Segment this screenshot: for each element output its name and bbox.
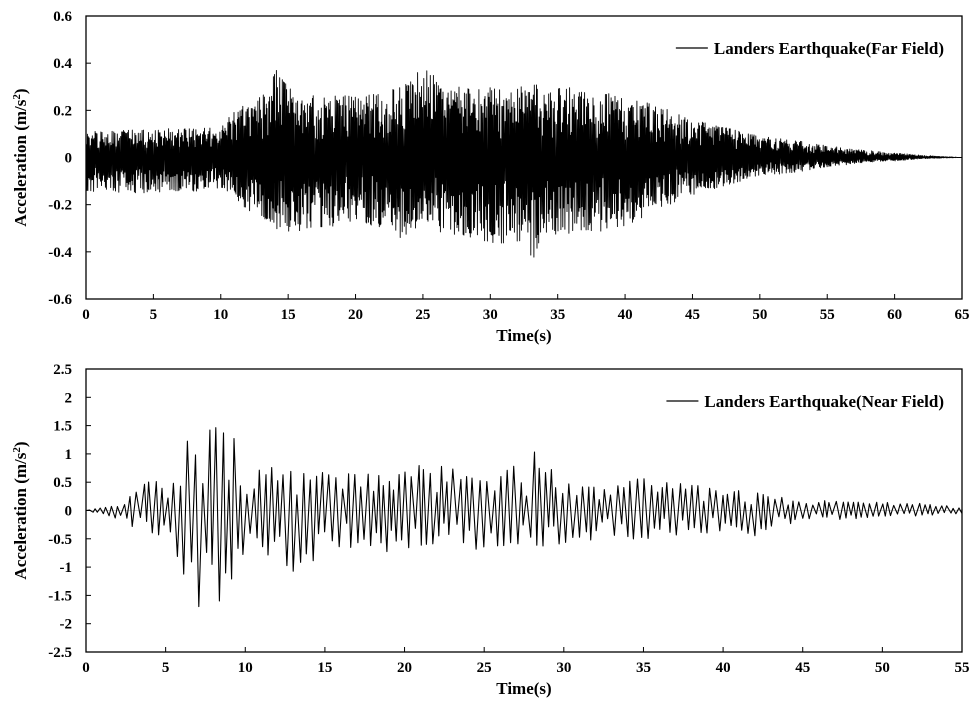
x-tick-label: 55 <box>955 660 970 676</box>
near-field-trace <box>85 427 963 608</box>
y-axis-title-close: ) <box>11 441 30 447</box>
y-tick-label: 2.5 <box>53 362 72 378</box>
y-axis-title-close: ) <box>11 88 30 94</box>
y-tick-label: 1.5 <box>53 419 72 435</box>
near-field-x-ticks: 0 5 10 15 20 25 30 35 40 45 50 55 <box>82 647 970 676</box>
far-field-legend-label: Landers Earthquake(Far Field) <box>714 39 944 58</box>
y-tick-label: 2 <box>65 390 73 406</box>
near-field-y-axis-title: Acceleration (m/s2) <box>11 441 30 579</box>
y-tick-label: -2.5 <box>48 645 72 661</box>
y-axis-title-main: Acceleration (m/s <box>11 99 30 226</box>
x-tick-label: 65 <box>955 307 970 323</box>
x-tick-label: 60 <box>887 307 902 323</box>
x-tick-label: 0 <box>82 660 90 676</box>
near-field-legend-label: Landers Earthquake(Near Field) <box>704 392 944 411</box>
x-tick-label: 30 <box>556 660 571 676</box>
y-tick-label: 0.5 <box>53 475 72 491</box>
x-tick-label: 15 <box>281 307 296 323</box>
x-tick-label: 45 <box>685 307 700 323</box>
y-tick-label: -1.5 <box>48 588 72 604</box>
x-tick-label: 15 <box>317 660 332 676</box>
far-field-y-ticks: -0.6 -0.4 -0.2 0 0.2 0.4 0.6 <box>48 9 91 308</box>
x-tick-label: 20 <box>397 660 412 676</box>
far-field-x-ticks: 0 5 10 15 20 25 30 35 40 45 50 55 60 65 <box>82 294 970 323</box>
y-tick-label: 1 <box>65 447 73 463</box>
x-tick-label: 35 <box>636 660 651 676</box>
x-tick-label: 5 <box>162 660 170 676</box>
x-tick-label: 10 <box>213 307 228 323</box>
y-tick-label: -0.2 <box>48 198 72 214</box>
near-field-chart: -2.5 -2 -1.5 -1 -0.5 0 0.5 1 1.5 2 2.5 0 5 10 15 20 25 3… <box>11 362 970 698</box>
far-field-chart: -0.6 -0.4 -0.2 0 0.2 0.4 0.6 0 5 10 15 20 25 30 35 40 4… <box>11 9 970 345</box>
far-field-x-axis-title: Time(s) <box>496 326 551 345</box>
x-tick-label: 40 <box>716 660 731 676</box>
x-tick-label: 40 <box>618 307 633 323</box>
far-field-y-axis-title: Acceleration (m/s2) <box>11 88 30 226</box>
y-axis-title-main: Acceleration (m/s <box>11 452 30 579</box>
y-tick-label: 0 <box>65 151 73 167</box>
near-field-x-axis-title: Time(s) <box>496 679 551 698</box>
y-tick-label: -1 <box>60 560 73 576</box>
y-tick-label: -2 <box>60 617 73 633</box>
x-tick-label: 20 <box>348 307 363 323</box>
y-tick-label: -0.5 <box>48 532 72 548</box>
y-axis-title-superscript: 2 <box>11 94 23 100</box>
x-tick-label: 50 <box>875 660 890 676</box>
y-tick-label: 0.4 <box>53 56 72 72</box>
far-field-legend: Landers Earthquake(Far Field) <box>675 39 944 58</box>
x-tick-label: 25 <box>415 307 430 323</box>
y-tick-label: -0.4 <box>48 245 72 261</box>
y-tick-label: 0 <box>65 504 73 520</box>
near-field-legend: Landers Earthquake(Near Field) <box>666 392 944 411</box>
x-tick-label: 55 <box>820 307 835 323</box>
y-tick-label: -0.6 <box>48 292 72 308</box>
x-tick-label: 10 <box>238 660 253 676</box>
x-tick-label: 30 <box>483 307 498 323</box>
x-tick-label: 5 <box>150 307 158 323</box>
y-axis-title-superscript: 2 <box>11 447 23 453</box>
near-field-y-ticks: -2.5 -2 -1.5 -1 -0.5 0 0.5 1 1.5 2 2.5 <box>48 362 91 661</box>
x-tick-label: 25 <box>477 660 492 676</box>
y-tick-label: 0.6 <box>53 9 72 25</box>
x-tick-label: 35 <box>550 307 565 323</box>
x-tick-label: 45 <box>795 660 810 676</box>
x-tick-label: 0 <box>82 307 90 323</box>
far-field-trace <box>85 69 962 258</box>
x-tick-label: 50 <box>752 307 767 323</box>
y-tick-label: 0.2 <box>53 103 72 119</box>
